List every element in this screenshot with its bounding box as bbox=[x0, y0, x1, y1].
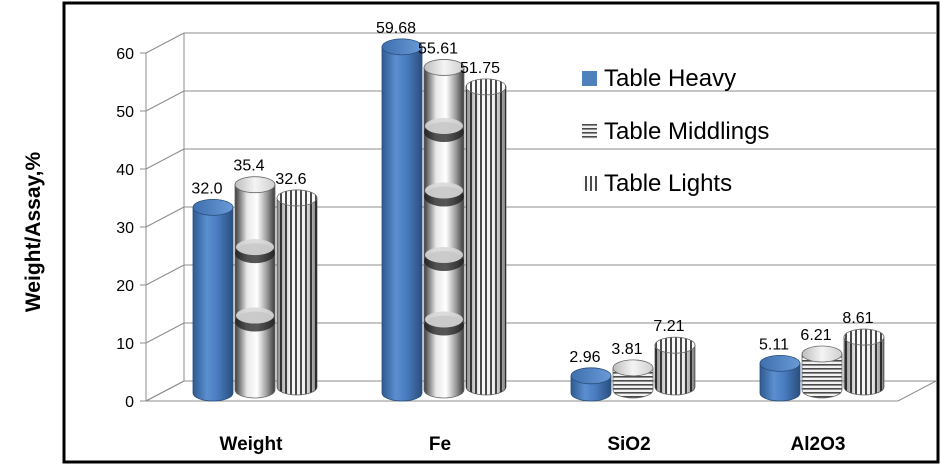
x-tick-label: Al2O3 bbox=[791, 434, 846, 455]
axes bbox=[140, 33, 937, 402]
data-label: 2.96 bbox=[569, 349, 600, 366]
y-tick-labels: 0 10 20 30 40 50 60 bbox=[116, 46, 134, 411]
x-tick-label: SiO2 bbox=[607, 434, 650, 455]
data-label: 8.61 bbox=[842, 310, 873, 327]
bar-table-lights-fe bbox=[465, 78, 507, 396]
bar-table-middlings-al2o3 bbox=[801, 345, 843, 399]
gridline-diag bbox=[145, 264, 185, 286]
x-tick-label: Fe bbox=[429, 434, 451, 455]
x-tick-labels: Weight Fe SiO2 Al2O3 bbox=[220, 434, 846, 455]
y-tick-label: 40 bbox=[116, 162, 134, 179]
gridline-diag bbox=[145, 322, 185, 344]
x-tick-label: Weight bbox=[220, 434, 284, 455]
y-tick-label: 0 bbox=[125, 394, 134, 411]
bar-table-heavy-fe bbox=[381, 38, 423, 402]
bar-table-heavy-weight bbox=[192, 198, 234, 402]
data-label: 55.61 bbox=[418, 40, 458, 57]
data-label: 51.75 bbox=[460, 60, 500, 77]
legend-label-table-heavy: Table Heavy bbox=[604, 65, 736, 92]
bar-table-middlings-fe bbox=[423, 59, 465, 399]
legend-swatch-table-middlings bbox=[582, 124, 597, 139]
y-tick-label: 10 bbox=[116, 336, 134, 353]
legend-label-table-lights: Table Lights bbox=[604, 170, 732, 197]
data-label: 5.11 bbox=[759, 336, 789, 353]
gridline-diag bbox=[145, 32, 185, 54]
legend-swatch-table-lights bbox=[582, 176, 597, 191]
bar-table-lights-al2o3 bbox=[843, 328, 885, 396]
bar-table-heavy-al2o3 bbox=[759, 354, 801, 402]
data-label: 7.21 bbox=[653, 318, 684, 335]
y-tick-label: 50 bbox=[116, 104, 134, 121]
bar-table-middlings-weight bbox=[234, 176, 276, 399]
data-label: 6.21 bbox=[800, 327, 831, 344]
gridline-diag bbox=[145, 148, 185, 170]
legend-swatch-table-heavy bbox=[582, 71, 597, 86]
bar-table-lights-weight bbox=[276, 189, 318, 396]
data-label: 32.6 bbox=[275, 171, 306, 188]
bar-table-lights-sio2 bbox=[654, 336, 696, 396]
data-label: 32.0 bbox=[191, 180, 222, 197]
y-axis-title: Weight/Assay,% bbox=[22, 152, 45, 313]
gridline-diag bbox=[145, 90, 185, 112]
data-label: 35.4 bbox=[233, 158, 264, 175]
data-label: 59.68 bbox=[376, 20, 416, 37]
gridline-diag bbox=[145, 206, 185, 228]
y-tick-label: 30 bbox=[116, 220, 134, 237]
y-tick-label: 60 bbox=[116, 46, 134, 63]
y-tick-label: 20 bbox=[116, 278, 134, 295]
bars bbox=[192, 38, 885, 402]
legend: Table Heavy Table Middlings Table Lights bbox=[582, 65, 769, 197]
bar-table-heavy-sio2 bbox=[570, 367, 612, 402]
legend-label-table-middlings: Table Middlings bbox=[604, 118, 769, 145]
data-label: 3.81 bbox=[611, 341, 642, 358]
bar-table-middlings-sio2 bbox=[612, 359, 654, 399]
floor bbox=[145, 380, 937, 402]
